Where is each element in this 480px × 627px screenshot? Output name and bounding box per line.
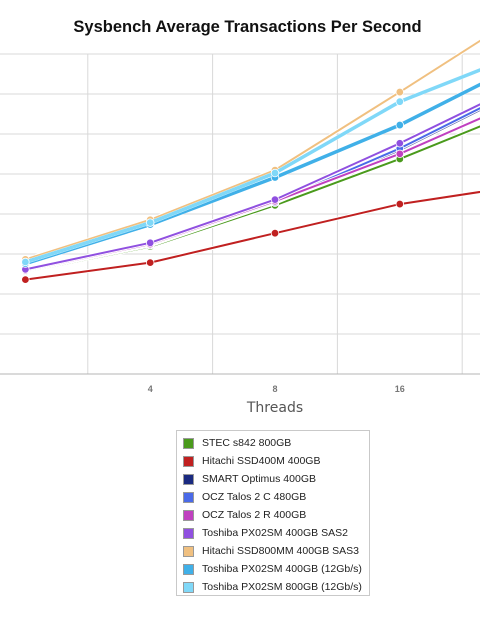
legend-label: SMART Optimus 400GB [202,473,316,485]
x-tick-label: 16 [395,384,405,394]
line-chart: 4 8 16 [0,38,480,394]
series-5 [21,102,480,274]
data-point [395,149,404,159]
data-point [395,139,404,148]
data-point [145,238,155,247]
series-line [24,82,480,266]
data-point [395,87,404,97]
legend-swatch [183,473,194,485]
x-axis-label: Threads [246,400,304,416]
series-halo [25,189,480,282]
data-point [270,168,280,178]
legend-label: Toshiba PX02SM 400GB (12Gb/s) [202,563,362,575]
series-8 [21,67,480,267]
series-7 [21,82,480,268]
series-line [25,125,480,273]
series-lines [21,38,480,284]
series-halo [24,82,480,266]
legend-label: Hitachi SSD800MM 400GB SAS3 [202,545,359,557]
data-point [395,97,404,106]
x-tick-label: 4 [148,384,153,394]
legend-swatch [183,581,194,593]
data-point [145,258,155,267]
data-point [21,257,30,267]
legend-item[interactable]: Toshiba PX02SM 800GB (12Gb/s) [177,578,369,596]
legend-label: OCZ Talos 2 R 400GB [202,509,307,521]
legend-item[interactable]: Hitachi SSD800MM 400GB SAS3 [177,542,369,560]
data-point [270,195,280,204]
legend-item[interactable]: SMART Optimus 400GB [177,470,369,488]
legend-label: STEC s842 800GB [202,437,292,449]
series-halo [25,124,480,274]
data-point [145,218,155,227]
legend-swatch [183,545,194,557]
legend-item[interactable]: STEC s842 800GB [177,434,369,452]
legend-item[interactable]: Toshiba PX02SM 400GB SAS2 [177,524,369,542]
legend-item[interactable]: Toshiba PX02SM 400GB (12Gb/s) [177,560,369,578]
x-tick-label: 8 [272,384,277,394]
series-1 [21,189,480,284]
legend-swatch [183,491,194,503]
data-point [395,199,404,209]
chart-title: Sysbench Average Transactions Per Second [73,18,422,36]
legend-label: Hitachi SSD400M 400GB [202,455,321,467]
legend-item[interactable]: OCZ Talos 2 C 480GB [177,488,369,506]
legend-label: Toshiba PX02SM 800GB (12Gb/s) [202,581,362,593]
data-point [395,120,404,130]
legend-item[interactable]: OCZ Talos 2 R 400GB [177,506,369,524]
legend-label: OCZ Talos 2 C 480GB [202,491,307,503]
legend-item[interactable]: Hitachi SSD400M 400GB [177,452,369,470]
series-0 [21,124,480,276]
legend-swatch [183,509,194,521]
legend-label: Toshiba PX02SM 400GB SAS2 [202,527,348,539]
legend-swatch [183,455,194,467]
data-point [21,275,30,284]
series-line [25,190,480,281]
legend: STEC s842 800GB Hitachi SSD400M 400GB SMAR… [176,430,370,596]
x-tick-labels: 4 8 16 [148,384,405,394]
data-point [270,228,280,238]
legend-swatch [183,527,194,539]
legend-swatch [183,563,194,575]
legend-swatch [183,437,194,449]
grid-lines [0,53,480,375]
